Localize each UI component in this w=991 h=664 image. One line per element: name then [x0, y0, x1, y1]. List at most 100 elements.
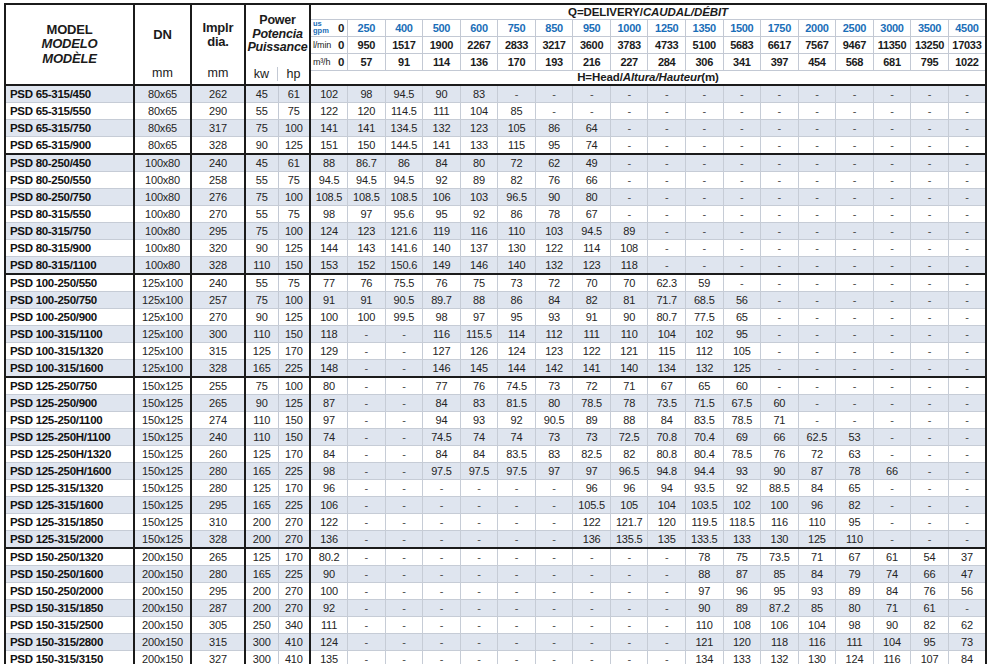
head-value-cell: 74 [460, 429, 498, 446]
head-value-cell: 124 [836, 651, 874, 664]
head-value-cell: 85 [798, 600, 836, 617]
hp-cell: 225 [278, 360, 310, 378]
table-row: PSD 125-250H/1320150x12526012517084--848… [5, 446, 986, 463]
impeller-dia-cell: 258 [191, 172, 245, 189]
head-value-cell: - [535, 634, 573, 651]
head-value-cell: - [948, 189, 986, 206]
head-value-cell: - [911, 412, 949, 429]
head-value-cell: 74 [310, 429, 348, 446]
head-value-cell: - [873, 395, 911, 412]
hp-cell: 170 [278, 343, 310, 360]
impeller-dia-cell: 280 [191, 480, 245, 497]
head-value-cell: - [423, 617, 461, 634]
head-value-cell: 68.5 [685, 292, 723, 309]
kw-cell: 165 [245, 463, 278, 480]
model-cell: PSD 65-315/750 [5, 120, 134, 137]
head-value-cell: - [798, 309, 836, 326]
kw-cell: 200 [245, 583, 278, 600]
head-value-cell: - [761, 189, 799, 206]
dn-cell: 100x80 [134, 172, 191, 189]
head-value-cell: 93 [460, 412, 498, 429]
m3h-value-cell: 1022 [948, 53, 986, 70]
head-value-cell: - [798, 85, 836, 103]
implr-header-label: Implr [203, 21, 234, 36]
head-value-cell: 122 [535, 240, 573, 257]
head-value-cell: 134.5 [385, 120, 423, 137]
head-value-cell: - [610, 172, 648, 189]
lmin-value-cell: 3783 [610, 36, 648, 53]
head-value-cell: - [460, 531, 498, 549]
head-value-cell: - [836, 240, 874, 257]
head-value-cell: - [460, 617, 498, 634]
head-value-cell: 135.5 [610, 531, 648, 549]
dn-cell: 125x100 [134, 309, 191, 326]
head-value-cell: 130 [498, 240, 536, 257]
head-value-cell: - [723, 137, 761, 155]
head-value-cell: 62 [535, 154, 573, 172]
m3h-value-cell: 227 [610, 53, 648, 70]
gpm-value-cell: 1750 [761, 19, 799, 36]
head-value-cell: - [948, 446, 986, 463]
head-value-cell: - [836, 223, 874, 240]
head-value-cell: - [911, 360, 949, 378]
head-value-cell: 93 [723, 463, 761, 480]
model-cell: PSD 125-250/1100 [5, 412, 134, 429]
head-value-cell: - [535, 651, 573, 664]
head-value-cell: 123 [460, 120, 498, 137]
head-value-cell: 89 [836, 583, 874, 600]
gpm-value-cell: 4500 [948, 19, 986, 36]
head-value-cell: 132 [423, 120, 461, 137]
head-value-cell: - [948, 120, 986, 137]
head-value-cell: 70 [610, 274, 648, 292]
head-value-cell: - [948, 326, 986, 343]
head-value-cell: 54 [911, 548, 949, 566]
head-value-cell: - [948, 463, 986, 480]
kw-cell: 75 [245, 377, 278, 395]
head-value-cell: 84 [535, 292, 573, 309]
head-value-cell: - [685, 223, 723, 240]
head-value-cell: 133 [723, 531, 761, 549]
gpm-value-cell: 3500 [911, 19, 949, 36]
head-value-cell: 102 [723, 497, 761, 514]
head-value-cell: 84 [310, 446, 348, 463]
head-value-cell: - [348, 583, 386, 600]
head-value-cell: 98 [310, 463, 348, 480]
m3h-value-cell: 284 [648, 53, 686, 70]
model-cell: PSD 150-250/1600 [5, 566, 134, 583]
head-value-cell: - [761, 377, 799, 395]
head-value-cell: 122 [573, 514, 611, 531]
head-value-cell: 65 [836, 480, 874, 497]
table-row: PSD 100-315/1600125x100328165225148--146… [5, 360, 986, 378]
head-value-cell: 74.5 [498, 377, 536, 395]
head-value-cell: - [498, 85, 536, 103]
head-value-cell: - [685, 154, 723, 172]
h-head-title: H=Head/Altura/Hauteur(m) [310, 70, 986, 85]
head-value-cell: - [873, 514, 911, 531]
head-value-cell: 71 [761, 412, 799, 429]
head-value-cell: - [911, 257, 949, 275]
kw-cell: 90 [245, 240, 278, 257]
head-value-cell: - [385, 326, 423, 343]
head-value-cell: - [498, 497, 536, 514]
head-value-cell: 61 [911, 600, 949, 617]
head-value-cell: - [873, 446, 911, 463]
modelo-header-label: MODELO [42, 37, 98, 52]
head-value-cell: 111 [423, 103, 461, 120]
table-row: PSD 100-250/750125x10025775100919190.589… [5, 292, 986, 309]
head-value-cell: 118 [761, 634, 799, 651]
head-value-cell: 74 [873, 566, 911, 583]
table-row: PSD 65-315/45080x6526245611029894.59083-… [5, 85, 986, 103]
head-value-cell: - [498, 651, 536, 664]
hp-cell: 75 [278, 103, 310, 120]
model-header-label: MODEL [47, 23, 93, 38]
head-value-cell: - [648, 154, 686, 172]
head-value-cell: - [911, 514, 949, 531]
dn-cell: 100x80 [134, 257, 191, 275]
head-value-cell: 88 [610, 412, 648, 429]
model-cell: PSD 125-315/1600 [5, 497, 134, 514]
head-value-cell: 97.5 [498, 463, 536, 480]
hp-cell: 150 [278, 326, 310, 343]
head-value-cell: 141 [423, 137, 461, 155]
head-value-cell: 110 [798, 514, 836, 531]
hp-cell: 61 [278, 85, 310, 103]
